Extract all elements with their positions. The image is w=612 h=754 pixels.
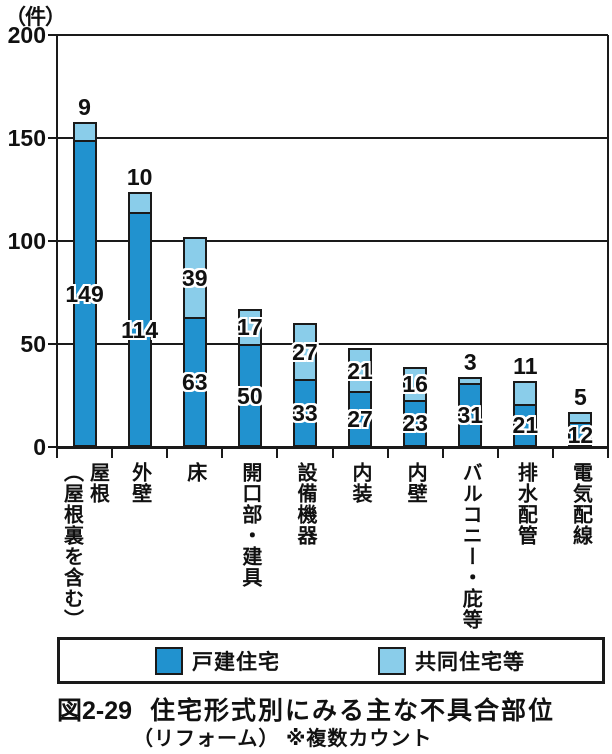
category-label: 床: [183, 462, 206, 483]
bar-value-apartment: 9: [78, 93, 91, 120]
y-axis-tick-label: 150: [7, 125, 46, 151]
x-axis-tick: [56, 447, 58, 458]
category-label: 外壁: [128, 462, 151, 504]
plot-right-border: [607, 35, 609, 447]
bar-value-detached: 50: [237, 382, 263, 409]
figure-subtitle: （リフォーム） ※複数カウント: [133, 728, 433, 750]
bar-value-detached: 33: [292, 400, 318, 426]
legend-entry-apartment: 共同住宅等: [378, 646, 525, 676]
figure-caption: 図2-29 住宅形式別にみる主な不具合部位: [57, 691, 555, 727]
legend: 戸建住宅 共同住宅等: [57, 637, 605, 684]
bar-value-detached: 114: [121, 316, 159, 343]
legend-label-apartment: 共同住宅等: [415, 651, 525, 674]
bar-segment-detached: [458, 383, 483, 447]
bar-segment-detached: [292, 379, 317, 447]
gridline: [57, 240, 608, 242]
bar-value-apartment: 11: [513, 353, 538, 380]
bar-segment-apartment: [182, 236, 207, 320]
x-axis-tick: [221, 447, 224, 458]
bar-segment-detached: [513, 403, 538, 447]
gridline: [57, 343, 608, 345]
y-axis-tick: [48, 34, 57, 36]
category-label: 開口部・建具: [238, 462, 261, 588]
x-axis-tick: [111, 447, 114, 458]
bar-segment-detached: [127, 212, 152, 447]
y-axis-unit-label: （件）: [5, 6, 66, 29]
bar-value-apartment: 39: [181, 265, 208, 292]
bar-segment-apartment: [127, 191, 152, 215]
x-axis-tick: [551, 447, 554, 458]
bar-value-apartment: 27: [292, 339, 318, 366]
bar-segment-detached: [403, 399, 428, 447]
y-axis-tick-label: 50: [20, 331, 46, 357]
bar-value-detached: 23: [402, 410, 428, 437]
bar-segment-detached: [568, 422, 593, 447]
x-axis-tick: [166, 447, 169, 458]
bar-segment-detached: [237, 344, 262, 447]
y-axis-tick: [48, 137, 57, 139]
bar-value-detached: 63: [181, 369, 208, 396]
figure-number: 図2-29: [57, 697, 133, 725]
gridline: [57, 34, 608, 36]
legend-entry-detached-house: 戸建住宅: [155, 646, 280, 676]
x-axis-tick: [386, 447, 389, 458]
y-axis-tick: [48, 240, 57, 242]
legend-label-detached-house: 戸建住宅: [192, 651, 280, 674]
bar-value-apartment: 10: [126, 163, 153, 190]
y-axis-tick-label: 0: [33, 434, 46, 460]
bar-segment-detached: [182, 317, 207, 447]
category-label: 屋根 （屋根裏を含む）: [60, 462, 109, 630]
x-axis-tick: [496, 447, 499, 458]
category-label: 内装: [349, 462, 372, 504]
x-axis-tick: [331, 447, 334, 458]
bar-segment-detached: [72, 140, 97, 447]
bar-value-apartment: 16: [402, 371, 428, 398]
bar-segment-apartment: [292, 323, 317, 381]
bar-value-apartment: 21: [347, 357, 373, 384]
x-axis-tick: [441, 447, 444, 458]
gridline: [57, 137, 608, 139]
category-label: 電気配線: [569, 462, 592, 546]
legend-swatch-apartment: [378, 647, 406, 675]
bar-value-detached: 149: [65, 280, 104, 307]
bar-value-apartment: 17: [237, 314, 263, 341]
category-label: 排水配管: [514, 462, 537, 546]
bar-value-apartment: 5: [574, 383, 587, 410]
y-axis: [56, 35, 58, 458]
category-label: 内壁: [404, 462, 427, 504]
category-label: バルコニー・庇等: [459, 462, 482, 630]
category-label: 設備機器: [293, 462, 316, 546]
y-axis-tick-label: 200: [7, 22, 46, 48]
bar-segment-detached: [348, 391, 373, 447]
bar-segment-apartment: [72, 121, 97, 143]
legend-swatch-detached-house: [155, 647, 183, 675]
y-axis-tick: [48, 446, 57, 448]
y-axis-tick-label: 100: [7, 228, 46, 254]
y-axis-tick: [48, 343, 57, 345]
bar-segment-apartment: [237, 308, 262, 346]
x-axis-tick: [276, 447, 279, 458]
bar-segment-apartment: [513, 381, 538, 406]
bar-value-detached: 31: [457, 402, 484, 429]
x-axis-tick: [607, 447, 609, 458]
figure-title: 住宅形式別にみる主な不具合部位: [150, 697, 556, 725]
bar-value-apartment: 3: [463, 348, 477, 375]
bar-value-detached: 12: [567, 421, 594, 448]
stacked-bar-chart: 0 50 100 150 200 149 9 屋根 （屋根裏を含む） 114 10 外壁 63 39 床 5…: [7, 22, 609, 630]
bar-value-detached: 27: [347, 406, 373, 433]
bar-value-detached: 21: [512, 412, 539, 439]
